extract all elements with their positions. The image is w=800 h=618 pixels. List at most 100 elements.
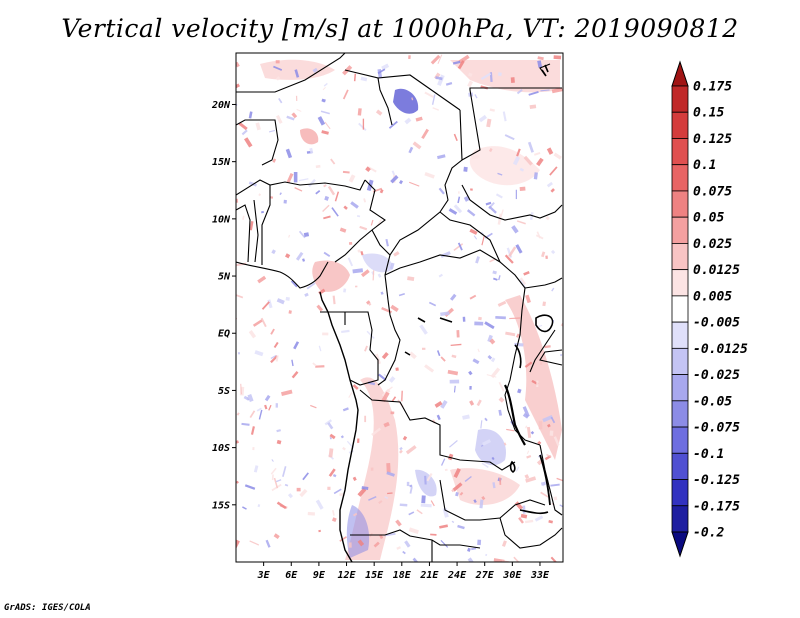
colorbar-box: [671, 295, 689, 323]
lake-albert: [514, 344, 522, 369]
colorbar-label: -0.175: [693, 499, 740, 514]
lat-tick-label: 10N: [212, 214, 231, 225]
border-south-sudan-uganda: [524, 277, 563, 289]
border-ghana: [236, 204, 251, 263]
border-car-drc: [384, 249, 526, 289]
red-zone-cameroon: [312, 260, 350, 292]
lake-victoria: [535, 314, 554, 333]
blue-zone-tibesti: [393, 88, 419, 114]
lat-tick-label: 5S: [218, 386, 230, 397]
border-zambia-zimbabwe: [499, 517, 563, 549]
border-uganda: [529, 329, 556, 373]
colorbar-box: [671, 479, 689, 507]
latitude-axis: 20N 15N 10N 5N EQ 5S 10S 15S: [211, 100, 236, 511]
colorbar-label: 0.175: [693, 80, 732, 95]
colorbar-label: -0.125: [693, 473, 740, 488]
congo-river-marks: [404, 317, 453, 356]
red-zone-rift: [505, 295, 562, 460]
lake-tanganyika: [504, 384, 526, 446]
lake-mweru: [509, 460, 516, 473]
colorbar: 0.175 0.15 0.125 0.1 0.075 0.05 0.025 0.0125 0.0…: [671, 60, 748, 558]
border-congo: [377, 299, 401, 386]
colorbar-box: [671, 321, 689, 349]
border-niger-libya: [344, 69, 393, 126]
lat-tick-label: 15S: [212, 500, 230, 511]
colorbar-box: [671, 111, 689, 139]
border-algeria-south: [236, 53, 346, 93]
colorbar-label: 0.0125: [693, 263, 740, 278]
blue-zone-coast: [346, 505, 370, 558]
colorbar-label: -0.075: [693, 421, 740, 436]
border-kenya-tanzania: [539, 349, 563, 366]
colorbar-label: 0.025: [693, 237, 732, 252]
border-angola-zambia: [439, 479, 546, 521]
border-chad-libya: [377, 74, 461, 111]
colorbar-label: -0.2: [693, 526, 724, 541]
red-zone-north: [450, 60, 560, 93]
colorbar-label: 0.1: [693, 158, 716, 173]
border-car-sudan: [439, 211, 501, 263]
colorbar-box: [671, 138, 689, 166]
coastline-gulf: [236, 261, 329, 289]
velocity-field: [236, 54, 563, 562]
lon-tick-label: 27E: [475, 570, 495, 581]
lat-tick-label: EQ: [218, 329, 230, 340]
border-gabon: [345, 311, 379, 386]
nile-delta: [541, 64, 549, 77]
longitude-axis: 3E 6E 9E 12E 15E 18E 21E 24E 27E 30E 33E: [257, 562, 550, 581]
lon-tick-label: 3E: [257, 570, 271, 581]
border-malawi: [539, 444, 563, 516]
border-niger-nigeria: [236, 179, 366, 196]
colorbar-label: 0.15: [693, 106, 724, 121]
grads-credit: GrADS: IGES/COLA: [4, 603, 91, 613]
colorbar-box: [671, 505, 689, 533]
lat-tick-label: 20N: [211, 100, 231, 111]
lon-tick-label: 30E: [502, 570, 522, 581]
colorbar-label: -0.005: [693, 316, 740, 331]
colorbar-label: 0.005: [693, 289, 732, 304]
colorbar-box: [671, 374, 689, 402]
colorbar-label: -0.025: [693, 368, 740, 383]
red-zone-niger: [300, 128, 319, 145]
lat-tick-label: 15N: [212, 157, 231, 168]
country-borders: [236, 53, 563, 562]
lon-tick-label: 18E: [393, 570, 412, 581]
lon-tick-label: 24E: [447, 570, 467, 581]
border-eq-guinea: [320, 311, 346, 325]
lon-tick-label: 15E: [365, 570, 384, 581]
lake-malawi: [539, 454, 551, 506]
plot-frame: [235, 52, 564, 563]
colorbar-label: 0.05: [693, 211, 724, 226]
border-angola-namibia: [350, 529, 481, 549]
border-chad-cameroon: [371, 229, 391, 256]
border-drc-angola: [359, 389, 516, 471]
colorbar-box: [671, 426, 689, 454]
colorbar-box: [671, 85, 689, 113]
border-nigeria-cameroon: [334, 179, 386, 263]
lakes: [404, 64, 554, 515]
colorbar-box: [671, 216, 689, 244]
red-zone-algeria: [260, 59, 335, 80]
colorbar-box: [671, 164, 689, 192]
border-togo: [253, 199, 259, 263]
lake-kariba: [519, 509, 549, 515]
colorbar-box: [671, 452, 689, 480]
colorbar-box: [671, 190, 689, 218]
colorbar-label: 0.125: [693, 132, 732, 147]
colorbar-top-arrow: [671, 60, 689, 87]
red-zone-sudan: [469, 146, 540, 186]
lat-tick-label: 5N: [218, 272, 231, 283]
colorbar-box: [671, 347, 689, 375]
lon-tick-label: 21E: [419, 570, 439, 581]
chart-title: Vertical velocity [m/s] at 1000hPa, VT: …: [61, 14, 739, 43]
coastline-west: [319, 291, 359, 562]
colorbar-label: 0.075: [693, 184, 732, 199]
colorbar-box: [671, 400, 689, 428]
colorbar-box: [671, 269, 689, 297]
border-sudan-south-sudan: [461, 184, 563, 221]
border-mali: [236, 119, 279, 166]
colorbar-bottom-arrow: [671, 531, 689, 558]
blue-zone-car: [362, 253, 393, 273]
lon-tick-label: 33E: [530, 570, 550, 581]
